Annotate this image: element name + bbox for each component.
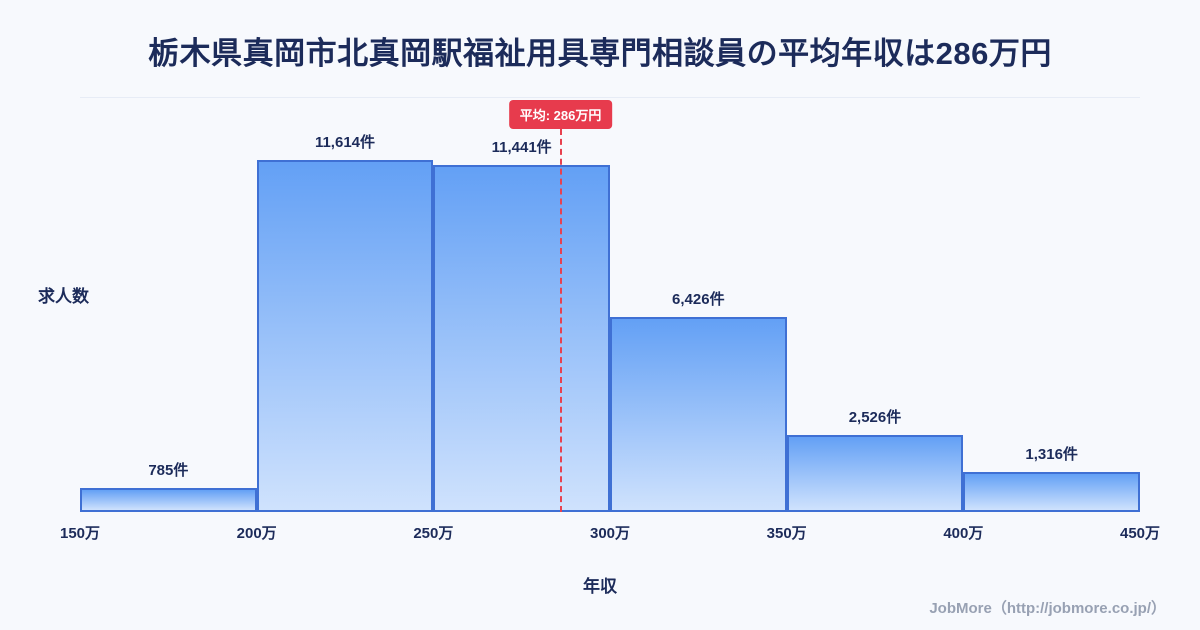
bar-value-label: 11,614件 [314, 134, 376, 151]
bar-value-label: 11,441件 [491, 139, 552, 157]
histogram-bar [963, 472, 1140, 512]
histogram-bar [610, 317, 787, 512]
y-axis-label: 求人数 [38, 287, 89, 306]
x-tick-label: 400万 [943, 525, 984, 542]
x-axis-label: 年収 [583, 577, 617, 596]
bar-value-label: 785件 [148, 462, 189, 480]
bar-value-label: 6,426件 [672, 291, 725, 309]
x-tick-label: 150万 [59, 525, 101, 542]
x-tick-label: 250万 [413, 525, 454, 542]
histogram-bar [433, 165, 610, 512]
average-badge: 平均: 286万円 [508, 100, 613, 129]
x-tick-label: 450万 [1119, 525, 1161, 542]
x-tick-label: 350万 [766, 525, 807, 542]
x-tick-label: 200万 [236, 525, 277, 542]
histogram-bar [80, 488, 257, 512]
title-divider [80, 97, 1140, 98]
bar-value-label: 2,526件 [848, 409, 902, 427]
histogram-bar [256, 160, 434, 512]
average-line [559, 129, 562, 512]
x-tick-label: 300万 [589, 525, 631, 542]
bar-value-label: 1,316件 [1025, 446, 1078, 464]
footer-credit: JobMore（http://jobmore.co.jp/） [929, 600, 1166, 617]
plot-area: 平均: 286万円 785件 11,614件 11,441件 6,426件 2,526件… [80, 100, 1140, 512]
x-axis: 150万 200万 250万 300万 350万 400万 450万 [60, 522, 1160, 544]
histogram-bar [786, 435, 964, 512]
chart-title: 栃木県真岡市北真岡駅福祉用具専門相談員の平均年収は286万円 [148, 36, 1052, 71]
